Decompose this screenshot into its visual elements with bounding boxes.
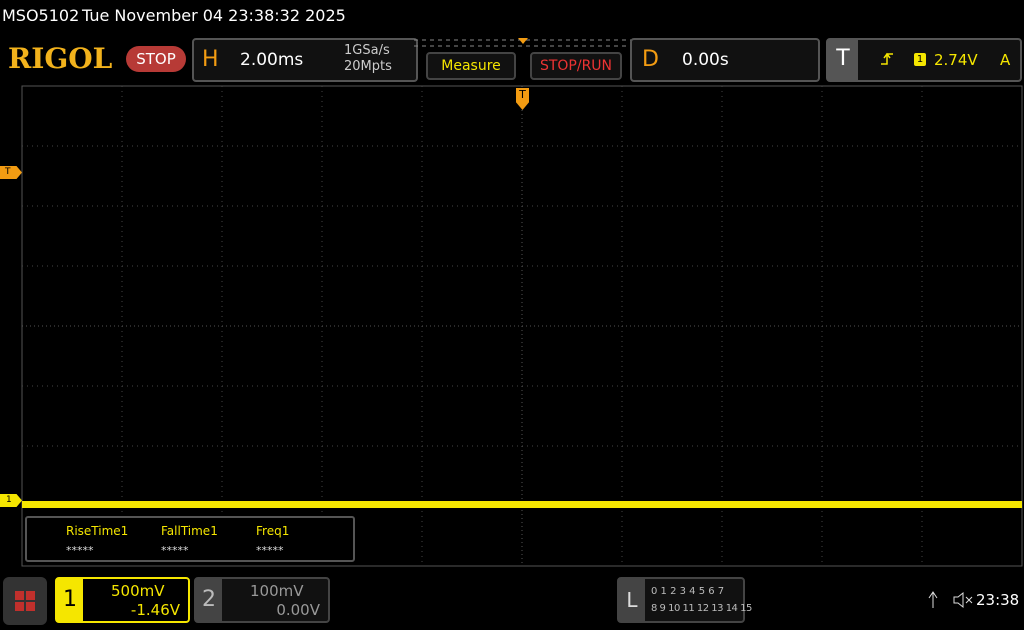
trigger-mode: A xyxy=(1000,51,1011,69)
measurement-name: FallTime1 xyxy=(161,524,218,538)
timebase: 2.00ms xyxy=(240,50,304,70)
channel1-panel[interactable]: 1 500mV -1.46V xyxy=(55,577,190,623)
channel-scale: 500mV xyxy=(111,582,165,600)
clock: 23:38 xyxy=(976,591,1020,609)
channel-offset: -1.46V xyxy=(130,601,180,619)
status-icons xyxy=(928,591,973,609)
horizontal-panel[interactable]: H 2.00ms 1GSa/s 20Mpts xyxy=(192,38,418,82)
menu-button[interactable] xyxy=(3,577,47,625)
measurement-value: ***** xyxy=(256,544,284,557)
measurement-name: Freq1 xyxy=(256,524,290,538)
measurement-panel: RiseTime1 ***** FallTime1 ***** Freq1 **… xyxy=(25,516,355,562)
logic-channels: 0 1 2 3 4 5 6 7 xyxy=(651,586,725,597)
sample-rate: 1GSa/s xyxy=(344,43,390,58)
trigger-label: T xyxy=(828,40,858,80)
channel-number: 2 xyxy=(196,579,222,621)
model: MSO5102 xyxy=(2,6,80,25)
logic-label: L xyxy=(619,579,645,621)
logic-channels: 8 9 10 11 12 13 14 15 xyxy=(651,603,752,614)
measure-button[interactable]: Measure xyxy=(426,52,516,80)
channel2-panel[interactable]: 2 100mV 0.00V xyxy=(194,577,330,623)
waveform-overview xyxy=(414,38,634,47)
channel1-marker: 1 xyxy=(0,494,22,507)
channel-number: 1 xyxy=(57,579,83,621)
horizontal-label: H xyxy=(202,47,219,72)
delay-value: 0.00s xyxy=(682,50,729,70)
logo: RIGOL xyxy=(8,42,113,75)
run-state[interactable]: STOP xyxy=(126,46,186,72)
measurement-value: ***** xyxy=(66,544,94,557)
memory-depth: 20Mpts xyxy=(344,59,392,74)
channel-scale: 100mV xyxy=(250,582,304,600)
measurement-value: ***** xyxy=(161,544,189,557)
channel1-trace xyxy=(22,501,1022,508)
delay-label: D xyxy=(642,47,659,72)
channel-offset: 0.00V xyxy=(276,601,320,619)
trigger-source: 1 xyxy=(914,53,926,66)
trigger-level-marker: T xyxy=(0,166,22,179)
trigger-panel[interactable]: T 1 2.74V A xyxy=(826,38,1022,82)
datetime: Tue November 04 23:38:32 2025 xyxy=(82,6,346,25)
graticule xyxy=(21,85,1023,567)
trigger-position-marker: T xyxy=(516,88,529,110)
stop-run-button[interactable]: STOP/RUN xyxy=(530,52,622,80)
logic-panel[interactable]: L 0 1 2 3 4 5 6 7 8 9 10 11 12 13 14 15 xyxy=(617,577,752,623)
trigger-level: 2.74V xyxy=(934,51,978,69)
trigger-edge-icon xyxy=(881,52,893,65)
delay-panel[interactable]: D 0.00s xyxy=(630,38,820,82)
measurement-name: RiseTime1 xyxy=(66,524,129,538)
